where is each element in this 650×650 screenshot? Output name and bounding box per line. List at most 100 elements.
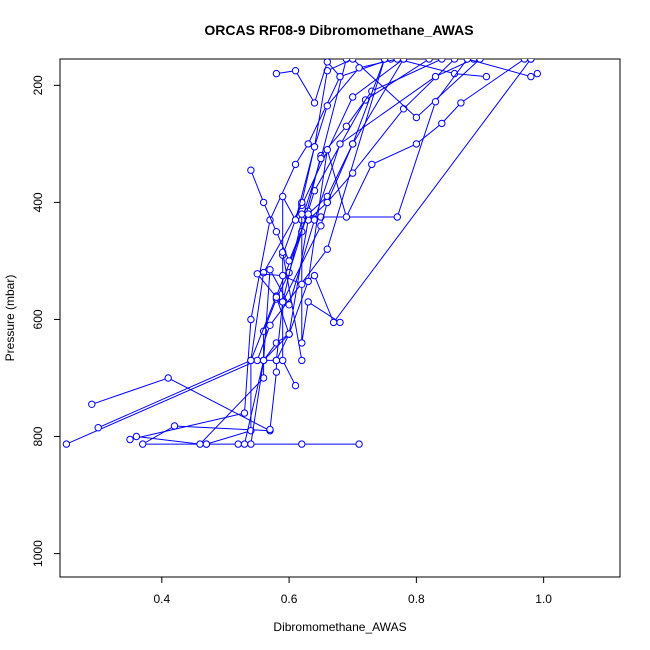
data-point: [298, 339, 306, 347]
x-tick-label: 0.6: [281, 592, 298, 606]
x-tick-label: 1.0: [535, 592, 552, 606]
data-point: [272, 356, 281, 365]
data-point: [533, 69, 541, 78]
data-point: [272, 293, 281, 301]
data-point: [438, 59, 446, 63]
data-point: [349, 93, 357, 101]
data-point: [94, 424, 102, 432]
data-point: [399, 105, 408, 113]
data-point: [355, 440, 363, 448]
x-tick-label: 0.4: [153, 592, 170, 606]
data-point: [259, 198, 268, 207]
series-line: [301, 59, 538, 343]
data-point: [88, 400, 96, 408]
data-point: [266, 425, 274, 434]
data-point: [266, 266, 274, 274]
data-point: [310, 271, 319, 280]
data-point: [323, 59, 331, 66]
data-point: [310, 99, 319, 107]
data-point: [196, 440, 204, 448]
data-point: [323, 198, 331, 207]
data-point: [291, 381, 300, 390]
data-point: [304, 298, 312, 306]
y-tick-label: 1000: [31, 540, 45, 567]
series-line: [129, 59, 392, 440]
y-tick-label: 400: [31, 192, 45, 212]
data-point: [298, 210, 306, 218]
data-point: [527, 72, 535, 81]
plot-area-frame: [59, 58, 621, 578]
data-point: [310, 216, 319, 224]
data-point: [285, 330, 293, 338]
data-point: [279, 271, 287, 280]
series-line: [282, 59, 487, 361]
data-point: [317, 154, 325, 163]
data-point: [164, 374, 172, 382]
data-point: [349, 59, 357, 63]
data-point: [342, 122, 351, 131]
chart-title: ORCAS RF08-9 Dibromomethane_AWAS: [204, 22, 473, 38]
data-point: [279, 356, 287, 365]
series-12: [298, 59, 541, 347]
data-point: [349, 169, 357, 177]
data-point: [304, 140, 312, 148]
data-point: [298, 440, 306, 448]
series-11: [279, 59, 491, 365]
series-10: [240, 59, 478, 448]
data-point: [323, 146, 331, 154]
data-point: [425, 59, 433, 63]
data-point: [457, 99, 465, 107]
data-point: [285, 257, 293, 265]
data-point: [336, 318, 344, 327]
series-line: [91, 377, 360, 445]
data-point: [259, 374, 268, 382]
data-point: [139, 440, 147, 448]
data-point: [393, 59, 401, 63]
data-point: [380, 59, 389, 63]
data-point: [336, 140, 344, 148]
series-2: [62, 59, 389, 448]
data-point: [272, 368, 281, 376]
data-point: [438, 119, 446, 128]
data-point: [310, 143, 319, 151]
x-axis-label: Dibromomethane_AWAS: [273, 620, 406, 634]
y-axis-label: Pressure (mbar): [3, 275, 17, 362]
data-point: [527, 59, 535, 63]
y-tick-label: 800: [31, 426, 45, 446]
data-point: [329, 318, 338, 327]
series-4: [126, 59, 395, 444]
data-point: [323, 245, 331, 253]
data-point: [259, 356, 268, 365]
data-point: [399, 59, 408, 63]
series-line: [244, 59, 474, 445]
data-point: [355, 64, 363, 72]
data-point: [393, 213, 401, 221]
data-point: [272, 69, 281, 78]
data-point: [476, 59, 484, 63]
data-point: [298, 356, 306, 365]
data-point: [266, 321, 274, 329]
data-point: [272, 228, 281, 236]
data-point: [62, 440, 71, 448]
data-point: [291, 67, 300, 75]
data-point: [323, 102, 331, 110]
data-point: [202, 440, 211, 448]
series-13: [253, 59, 535, 365]
data-point: [298, 280, 306, 288]
data-point: [304, 210, 312, 218]
data-point: [253, 356, 261, 365]
data-point: [279, 298, 287, 306]
data-point: [247, 166, 255, 174]
x-tick-label: 0.8: [408, 592, 425, 606]
data-point: [482, 72, 491, 81]
data-point: [132, 432, 141, 441]
series-line: [282, 59, 405, 303]
data-point: [126, 435, 134, 444]
data-point: [279, 192, 287, 201]
data-point: [247, 356, 255, 365]
data-point: [368, 160, 376, 169]
data-point: [240, 440, 249, 448]
data-point: [317, 222, 325, 230]
data-point: [247, 440, 255, 448]
